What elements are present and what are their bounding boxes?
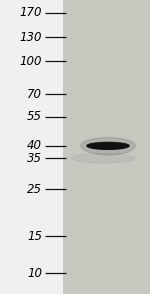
Text: 25: 25 [27,183,42,196]
Bar [0,0,63,294]
Ellipse shape [87,143,129,149]
Text: 10: 10 [27,267,42,280]
Text: 35: 35 [27,152,42,165]
Text: 40: 40 [27,139,42,152]
Ellipse shape [81,138,135,155]
Bar [63,0,150,294]
Text: 170: 170 [20,6,42,19]
Text: 100: 100 [20,55,42,68]
Bar [63,0,150,294]
Text: 15: 15 [27,230,42,243]
Ellipse shape [72,153,135,163]
Text: 55: 55 [27,110,42,123]
Text: 70: 70 [27,88,42,101]
Text: 130: 130 [20,31,42,44]
